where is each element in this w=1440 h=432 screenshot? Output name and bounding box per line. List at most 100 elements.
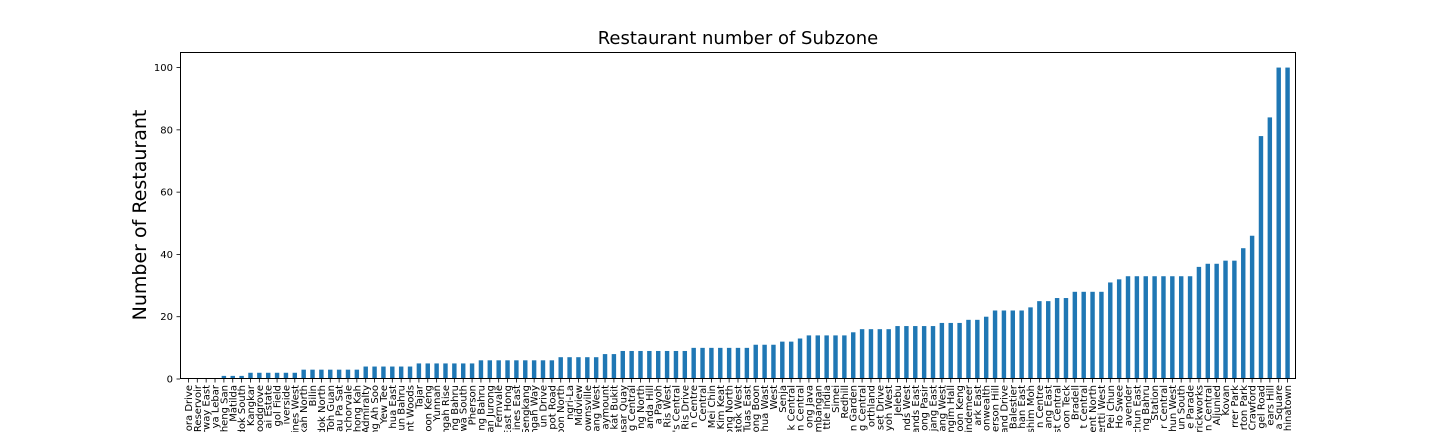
bar [1028, 307, 1033, 379]
x-tick-label: oodgrove [255, 385, 266, 432]
x-tick-label: Station [1150, 385, 1161, 421]
x-tick-label: Kovan [1221, 385, 1232, 416]
bar [1143, 276, 1148, 379]
bar [1010, 310, 1015, 379]
bar [558, 357, 563, 379]
x-tick-label: e Parade [1186, 385, 1197, 429]
bar [1241, 248, 1246, 379]
x-tick-label: rway East [202, 385, 213, 432]
x-tick-label: hinatown [1283, 385, 1294, 431]
x-tick-label: orthland [866, 385, 877, 427]
x-tick-label: Tajar [414, 384, 425, 409]
bar [1196, 266, 1202, 379]
bar [1072, 291, 1078, 379]
x-tick-label: Simei [831, 385, 842, 413]
x-tick-label: un South [1177, 385, 1188, 430]
x-tick-label: t Central [1079, 385, 1090, 429]
bar [948, 322, 953, 379]
x-tick-label: onwealth [982, 385, 993, 431]
bar [1214, 263, 1219, 379]
bar [398, 366, 404, 379]
bar [301, 369, 306, 379]
x-tick-label: dok South [237, 385, 248, 432]
x-tick-label: oon Keng [955, 385, 966, 432]
bar [620, 350, 625, 379]
bar [735, 347, 741, 379]
x-tick-label: n Centre [1035, 385, 1046, 428]
x-tick-label: jang East [929, 385, 940, 432]
bar [461, 363, 466, 379]
x-tick-label: g Central [858, 385, 869, 431]
bar [691, 347, 696, 379]
x-tick-label: Admiralty [361, 385, 372, 432]
bar [265, 372, 271, 379]
x-tick-label: avender [1124, 384, 1135, 426]
x-tick-label: n Central [796, 385, 807, 431]
bar [1152, 276, 1157, 379]
x-tick-label: rrer Park [1230, 385, 1241, 428]
x-tick-label: Yew Tee [379, 385, 390, 425]
bar [726, 347, 732, 379]
bar [292, 372, 298, 379]
x-tick-label: un Bahru [397, 385, 408, 431]
bar [345, 369, 351, 379]
x-tick-label: nds West [902, 385, 913, 431]
bar [1276, 67, 1281, 379]
bar [992, 310, 998, 379]
x-tick-label: ng Bahru [450, 385, 461, 431]
x-tick-label: ng Bahru [476, 385, 487, 431]
bar [664, 350, 670, 379]
x-tick-label: yoh West [884, 385, 895, 431]
bar [983, 316, 989, 379]
bar [859, 329, 865, 379]
bar [443, 363, 448, 379]
bar [390, 366, 395, 379]
x-tick-label: ngim Hall [946, 385, 957, 432]
bar [372, 366, 377, 379]
bar [1205, 263, 1211, 379]
x-tick-label: Senja [778, 385, 789, 413]
bar [1170, 276, 1175, 379]
bar [336, 369, 342, 379]
bar [851, 332, 856, 379]
y-tick-label: 60 [160, 188, 173, 199]
bar [1099, 291, 1104, 379]
bar [593, 357, 599, 379]
bar [319, 369, 324, 379]
bar [407, 366, 413, 379]
x-tick-label: ng Ah Soo [370, 385, 381, 432]
x-tick-label: set Drive [875, 385, 886, 430]
bar [930, 326, 936, 379]
bar [682, 350, 688, 379]
bar [496, 360, 501, 379]
bar [567, 357, 572, 379]
bar [815, 335, 820, 379]
bar [221, 375, 227, 379]
bar [434, 363, 439, 379]
bar [780, 341, 785, 379]
x-tick-label: ng North [636, 385, 647, 429]
x-tick-label: Tuas East [742, 385, 753, 432]
bar [363, 366, 368, 379]
x-tick-label: Toh Guan [326, 385, 337, 432]
x-tick-label: ang West [592, 385, 603, 432]
x-tick-label: West [769, 385, 780, 410]
x-tick-label: hua East [388, 385, 399, 429]
bar [230, 375, 235, 379]
bar [895, 326, 900, 379]
x-tick-label: ong North [725, 385, 736, 432]
x-tick-label: Pherson [468, 385, 479, 425]
x-tick-label: Pei Chun [1106, 385, 1117, 429]
x-tick-label: oon Teck [1061, 385, 1072, 429]
x-tick-label: iverside [281, 385, 292, 424]
y-tick-label: 20 [160, 312, 173, 323]
x-tick-label: ng Bahru [1141, 385, 1152, 431]
bar [700, 347, 705, 379]
x-tick-label: ngah Way [530, 385, 541, 432]
x-tick-label: ines West [290, 385, 301, 432]
x-tick-label: ong Java [804, 385, 815, 428]
x-tick-label: Central [698, 385, 709, 421]
bar [762, 344, 767, 379]
x-tick-label: Reservoir [193, 384, 204, 432]
bar [478, 360, 484, 379]
